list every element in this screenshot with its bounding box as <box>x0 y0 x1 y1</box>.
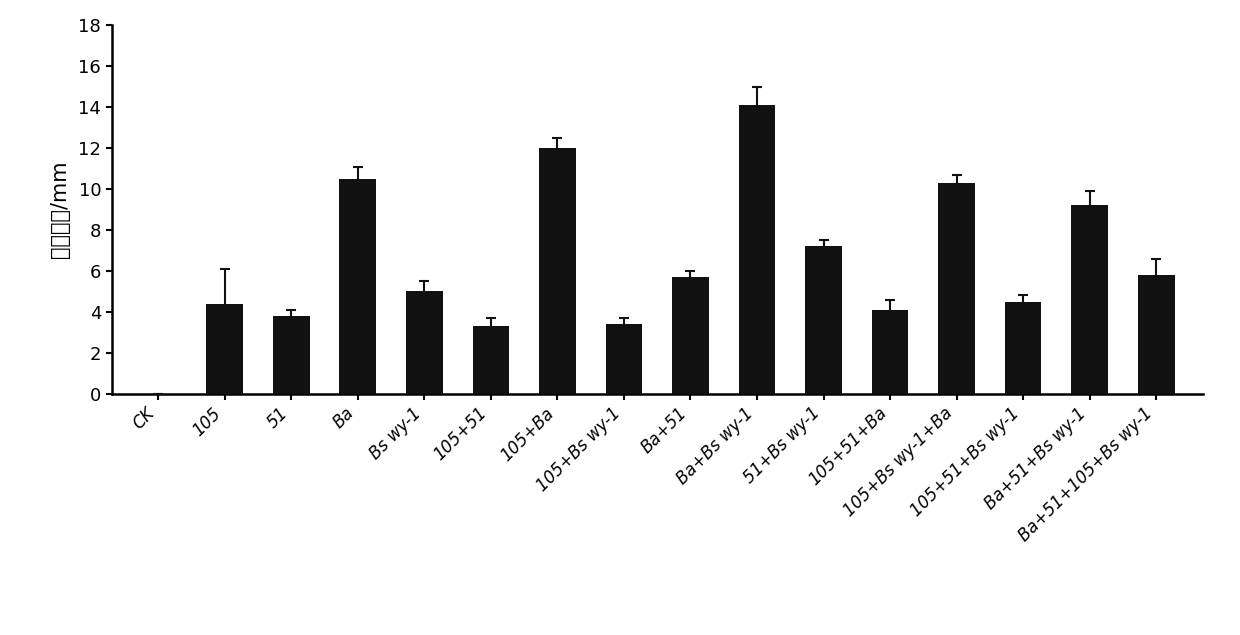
Bar <box>206 304 243 394</box>
Bar <box>1071 206 1109 394</box>
Bar <box>939 183 975 394</box>
Bar <box>605 324 642 394</box>
Bar <box>739 105 775 394</box>
Bar <box>1138 275 1174 394</box>
Bar <box>472 326 510 394</box>
Bar <box>405 291 443 394</box>
Bar <box>805 246 842 394</box>
Bar <box>340 179 376 394</box>
Bar <box>672 277 709 394</box>
Bar <box>273 316 310 394</box>
Bar <box>1004 302 1042 394</box>
Bar <box>872 310 909 394</box>
Bar <box>539 148 575 394</box>
Y-axis label: 抑菌距离/mm: 抑菌距离/mm <box>50 161 69 258</box>
